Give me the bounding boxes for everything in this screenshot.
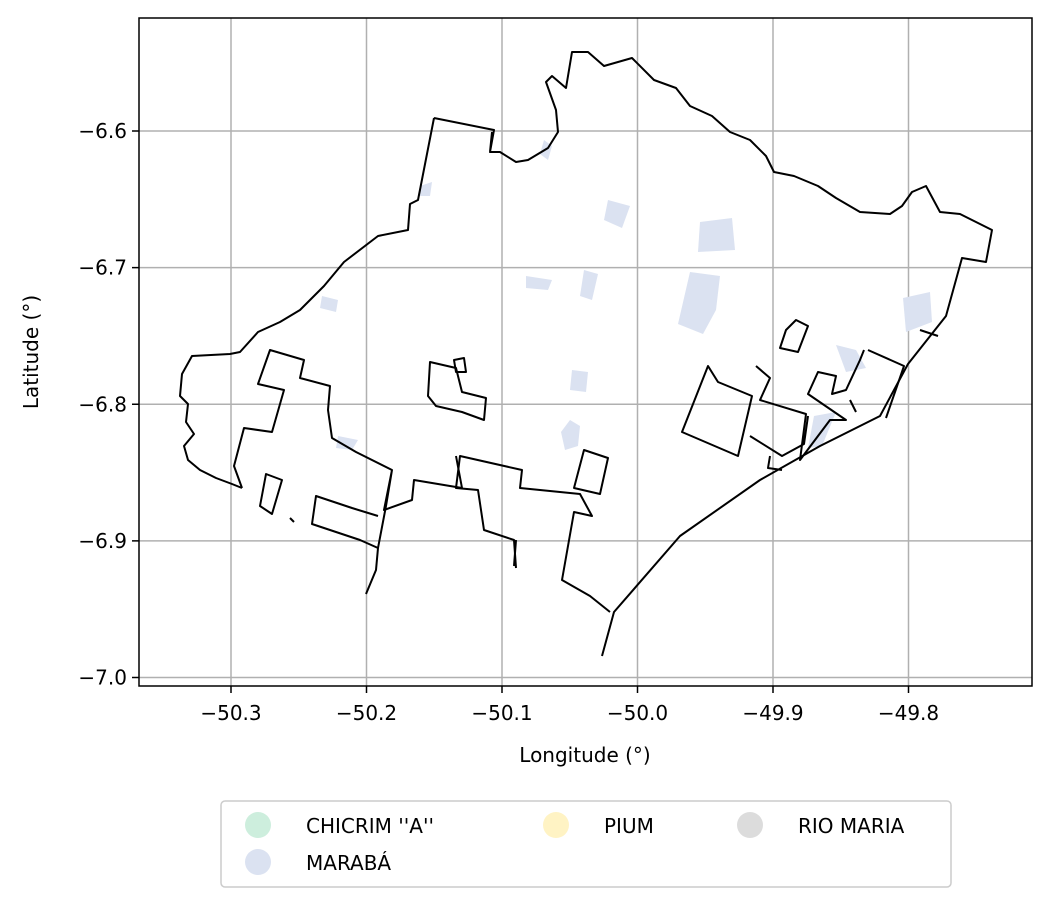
plot-frame xyxy=(138,17,1033,687)
marabá-patch xyxy=(420,182,432,196)
legend-label: CHICRIM ''A'' xyxy=(306,814,434,838)
gridlines xyxy=(139,18,1032,686)
marabá-patch xyxy=(561,420,580,450)
legend-label: PIUM xyxy=(604,814,654,838)
marabá-patch xyxy=(698,218,735,252)
y-axis-label: Latitude (°) xyxy=(19,295,43,409)
marabá-patch xyxy=(526,276,552,290)
boundary-enclave xyxy=(259,473,283,515)
boundary-enclave xyxy=(427,361,487,421)
southwest-boundary xyxy=(233,349,463,595)
municipal-boundaries xyxy=(179,51,993,657)
east-boundary xyxy=(681,319,939,471)
y-tick-label: −6.8 xyxy=(78,392,127,416)
boundary-stub xyxy=(289,399,857,567)
y-tick-label: −6.6 xyxy=(78,119,127,143)
x-tick-label: −49.9 xyxy=(742,701,803,725)
y-tick-label: −6.9 xyxy=(78,529,127,553)
x-tick-label: −50.1 xyxy=(471,701,532,725)
x-tick-label: −50.3 xyxy=(200,701,261,725)
legend-marker xyxy=(245,812,271,838)
marabá-patch xyxy=(580,270,598,300)
west-boundary xyxy=(179,117,435,489)
boundary-enclave xyxy=(573,449,609,495)
x-tick-label: −50.2 xyxy=(336,701,397,725)
x-tick-label: −49.8 xyxy=(878,701,939,725)
marabá-patch xyxy=(678,272,720,334)
legend-label: MARABÁ xyxy=(306,851,391,875)
legend-label: RIO MARIA xyxy=(798,814,905,838)
legend-marker xyxy=(543,812,569,838)
y-tick-label: −7.0 xyxy=(78,666,127,690)
boundary-enclave xyxy=(453,357,467,373)
marabá-patch xyxy=(336,436,358,450)
marabá-patch xyxy=(903,292,932,332)
x-axis-ticks: −50.3 −50.2 −50.1 −50.0 −49.9 −49.8 xyxy=(200,686,939,725)
main-boundary xyxy=(433,51,993,657)
marabá-patch xyxy=(570,370,588,392)
legend-marker xyxy=(737,812,763,838)
legend-marker xyxy=(245,849,271,875)
y-tick-label: −6.7 xyxy=(78,256,127,280)
marabá-patch xyxy=(320,296,338,312)
legend-box xyxy=(220,800,952,888)
x-tick-label: −50.0 xyxy=(607,701,668,725)
x-axis-label: Longitude (°) xyxy=(519,743,650,767)
y-axis-ticks: −6.6 −6.7 −6.8 −6.9 −7.0 xyxy=(78,119,139,690)
marabá-patch xyxy=(604,200,630,228)
legend: CHICRIM ''A'' PIUM RIO MARIA MARABÁ xyxy=(220,800,952,888)
